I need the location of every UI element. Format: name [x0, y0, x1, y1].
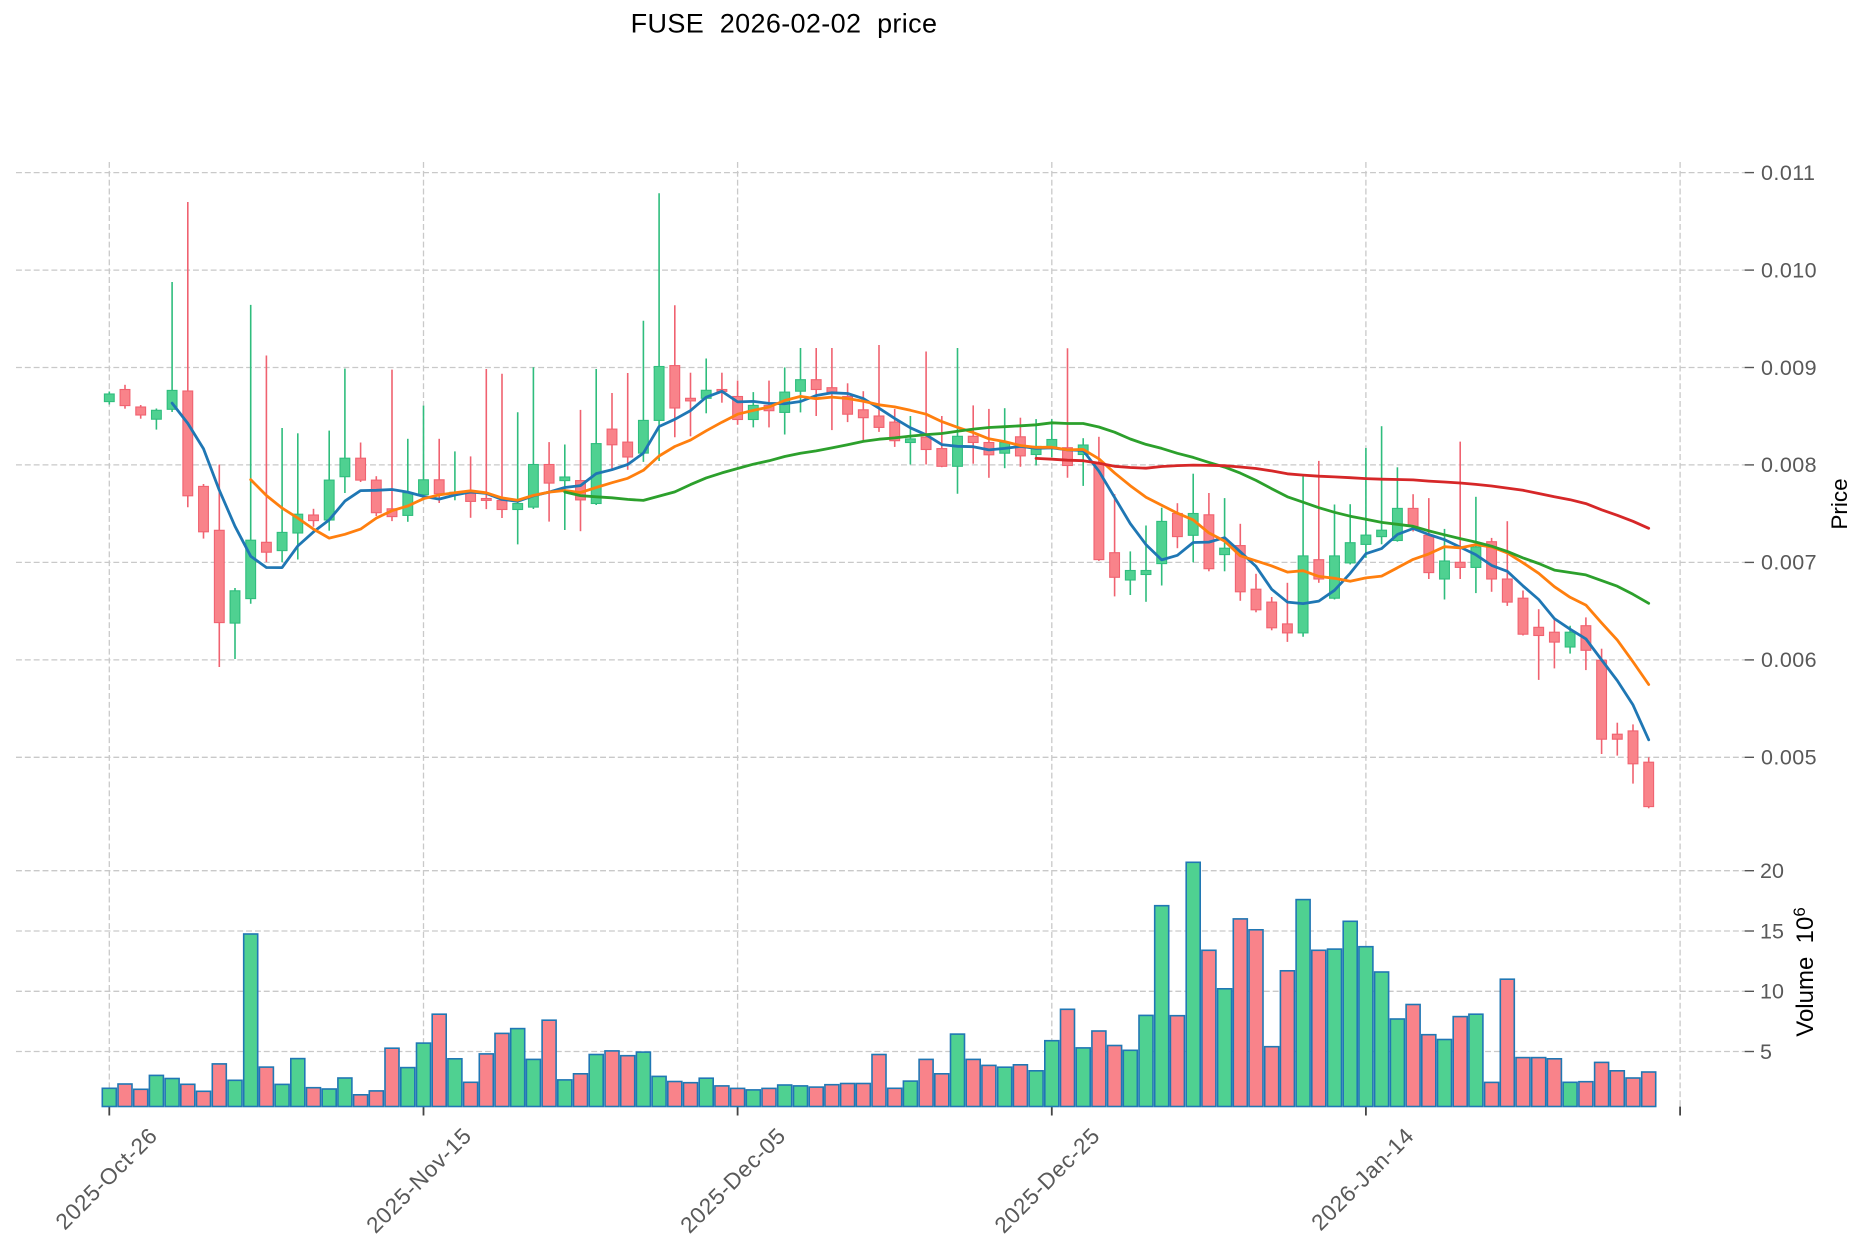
svg-text:0.006: 0.006 — [1761, 648, 1817, 672]
svg-text:FUSE 2026-02-02 price: FUSE 2026-02-02 price — [631, 9, 938, 39]
svg-text:0.010: 0.010 — [1761, 258, 1817, 282]
svg-text:Volume 106: Volume 106 — [1790, 907, 1819, 1036]
svg-text:0.005: 0.005 — [1761, 746, 1817, 770]
svg-text:5: 5 — [1760, 1040, 1772, 1064]
svg-text:0.008: 0.008 — [1761, 453, 1817, 477]
svg-text:10: 10 — [1760, 980, 1784, 1004]
svg-text:20: 20 — [1760, 859, 1784, 883]
svg-text:0.007: 0.007 — [1761, 551, 1817, 575]
svg-text:0.011: 0.011 — [1761, 161, 1815, 185]
svg-text:15: 15 — [1760, 919, 1784, 943]
svg-text:0.009: 0.009 — [1761, 356, 1817, 380]
svg-text:Price: Price — [1827, 478, 1852, 529]
